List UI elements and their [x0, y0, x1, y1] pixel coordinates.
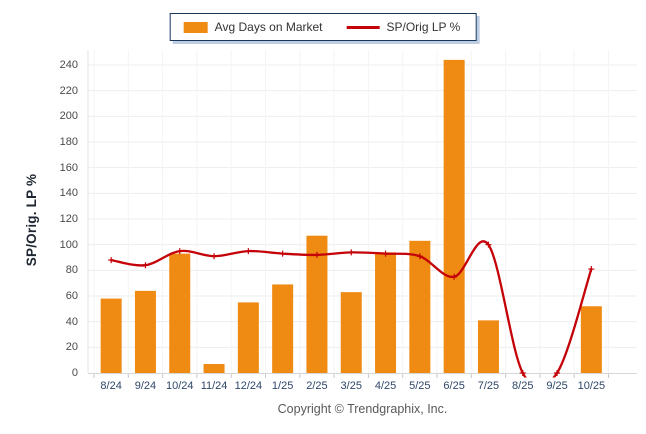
- y-tick-label-240: 240: [59, 59, 78, 71]
- x-tick-label-4/25: 4/25: [374, 380, 397, 392]
- bar-10/24: [169, 253, 191, 373]
- x-tick-label-8/24: 8/24: [100, 380, 122, 392]
- y-tick-label-100: 100: [59, 238, 78, 251]
- x-tick-label-3/25: 3/25: [340, 380, 362, 392]
- y-tick-label-20: 20: [65, 341, 78, 354]
- x-tick-label-10/25: 10/25: [577, 380, 606, 392]
- bar-9/24: [134, 290, 156, 373]
- x-tick-label-7/25: 7/25: [477, 380, 500, 392]
- x-tick-label-12/24: 12/24: [234, 380, 263, 392]
- y-tick-label-220: 220: [59, 84, 78, 97]
- bar-4/25: [375, 252, 397, 373]
- x-tick-label-1/25: 1/25: [271, 380, 294, 392]
- x-tick-label-11/24: 11/24: [200, 380, 228, 392]
- x-tick-label-5/25: 5/25: [409, 380, 431, 392]
- y-tick-label-80: 80: [65, 264, 78, 277]
- legend-bar-swatch-icon: [183, 21, 208, 33]
- bars: [100, 59, 602, 373]
- x-tick-marks: [93, 374, 609, 378]
- x-tick-label-8/25: 8/25: [512, 380, 534, 392]
- bar-8/24: [100, 298, 122, 373]
- chart-legend: Avg Days on Market SP/Orig LP %: [169, 13, 477, 41]
- bar-7/25: [477, 320, 499, 373]
- x-tick-label-10/24: 10/24: [165, 380, 194, 392]
- x-tick-label-2/25: 2/25: [306, 380, 328, 392]
- y-tick-label-180: 180: [59, 136, 78, 148]
- y-tick-label-60: 60: [65, 290, 78, 302]
- y-tick-label-140: 140: [59, 187, 78, 200]
- y-tick-label-120: 120: [59, 213, 78, 225]
- legend-bar-label: Avg Days on Market: [214, 20, 323, 34]
- bar-5/25: [409, 240, 431, 373]
- bar-6/25: [443, 59, 465, 373]
- y-tick-label-0: 0: [71, 367, 78, 379]
- copyright-text: Copyright © Trendgraphix, Inc.: [277, 402, 448, 416]
- bar-2/25: [306, 235, 328, 373]
- horizontal-gridlines: [88, 64, 637, 348]
- x-tick-label-9/25: 9/25: [546, 380, 568, 392]
- vertical-gridlines: [93, 50, 609, 373]
- legend-line-label: SP/Orig LP %: [386, 20, 461, 34]
- legend-line-swatch-icon: [346, 25, 380, 29]
- y-tick-label-160: 160: [59, 161, 78, 174]
- y-tick-label-200: 200: [59, 110, 78, 123]
- x-tick-label-9/24: 9/24: [134, 380, 157, 392]
- bar-12/24: [237, 302, 259, 373]
- bar-11/24: [203, 364, 225, 373]
- bar-10/25: [580, 306, 602, 373]
- y-tick-label-40: 40: [65, 315, 78, 328]
- sp-orig-lp-line: [108, 240, 595, 378]
- bar-1/25: [272, 284, 294, 373]
- bar-3/25: [340, 292, 362, 373]
- x-tick-label-6/25: 6/25: [443, 380, 465, 392]
